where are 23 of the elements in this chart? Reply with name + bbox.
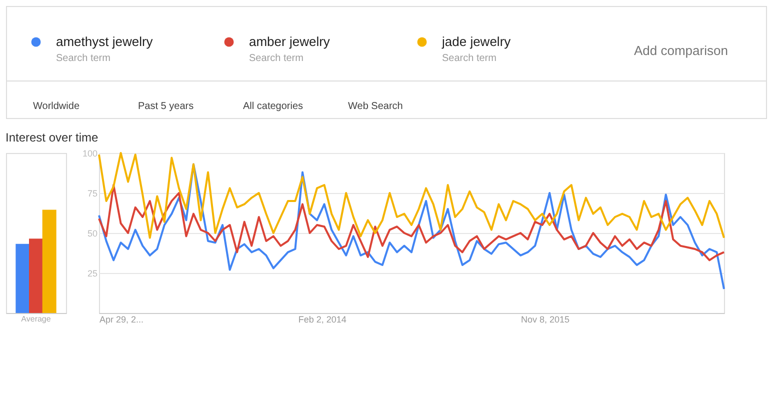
chart-title: Interest over time [6, 130, 99, 144]
y-tick-label: 50 [87, 228, 98, 238]
line-series [98, 152, 725, 239]
text: Search term [442, 53, 496, 64]
legend-label: amber jewelry [249, 34, 330, 49]
text: All categories [243, 101, 304, 112]
y-tick-label: 25 [87, 268, 98, 278]
x-tick-label: Nov 8, 2015 [520, 314, 570, 324]
line-series [98, 163, 725, 290]
legend-label: amethyst jewelry [56, 34, 154, 49]
x-tick-label: Feb 2, 2014 [298, 314, 346, 324]
y-tick-label: 75 [87, 188, 98, 198]
text: Search term [56, 53, 110, 64]
text: Search term [249, 53, 304, 64]
x-tick-label: Apr 29, 2... [100, 314, 144, 324]
text: Web Search [348, 101, 403, 112]
text: Worldwide [33, 101, 80, 112]
text: Add comparison [634, 43, 728, 58]
y-tick-label: 100 [82, 148, 98, 158]
line-series [98, 184, 725, 262]
x-tick-label: Average [21, 314, 52, 324]
legend-label: jade jewelry [441, 34, 512, 49]
text: Past 5 years [138, 101, 194, 112]
